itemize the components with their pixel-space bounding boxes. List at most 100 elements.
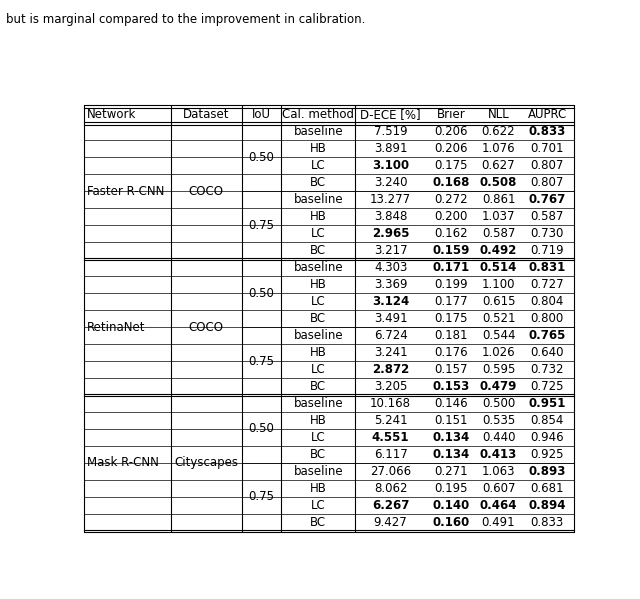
- Text: baseline: baseline: [293, 397, 343, 410]
- Text: 0.800: 0.800: [531, 312, 564, 325]
- Text: 1.100: 1.100: [482, 278, 515, 291]
- Text: 0.200: 0.200: [435, 210, 468, 223]
- Text: 3.491: 3.491: [374, 312, 408, 325]
- Text: 0.153: 0.153: [433, 380, 470, 393]
- Text: IoU: IoU: [252, 108, 271, 122]
- Text: 0.151: 0.151: [435, 414, 468, 427]
- Text: 0.175: 0.175: [435, 159, 468, 173]
- Text: 10.168: 10.168: [370, 397, 411, 410]
- Text: 0.854: 0.854: [531, 414, 564, 427]
- Text: 0.75: 0.75: [248, 491, 275, 503]
- Text: 0.162: 0.162: [435, 227, 468, 240]
- Text: 1.037: 1.037: [482, 210, 515, 223]
- Text: 0.951: 0.951: [529, 397, 566, 410]
- Text: 7.519: 7.519: [374, 125, 408, 138]
- Text: LC: LC: [311, 363, 326, 376]
- Text: 0.195: 0.195: [435, 482, 468, 495]
- Text: 3.217: 3.217: [374, 244, 408, 257]
- Text: 0.719: 0.719: [531, 244, 564, 257]
- Text: 0.272: 0.272: [435, 193, 468, 206]
- Text: 0.134: 0.134: [433, 431, 470, 444]
- Text: Cal. method: Cal. method: [282, 108, 354, 122]
- Text: 0.681: 0.681: [531, 482, 564, 495]
- Text: 0.176: 0.176: [435, 346, 468, 359]
- Text: COCO: COCO: [189, 320, 224, 334]
- Text: 3.240: 3.240: [374, 176, 407, 189]
- Text: 0.440: 0.440: [482, 431, 515, 444]
- Text: 0.627: 0.627: [482, 159, 515, 173]
- Text: 0.177: 0.177: [435, 295, 468, 308]
- Text: Cityscapes: Cityscapes: [174, 456, 238, 470]
- Text: 6.724: 6.724: [374, 329, 408, 342]
- Text: BC: BC: [310, 244, 326, 257]
- Text: 3.369: 3.369: [374, 278, 407, 291]
- Text: 13.277: 13.277: [370, 193, 411, 206]
- Text: NLL: NLL: [488, 108, 509, 122]
- Text: 1.076: 1.076: [482, 143, 515, 155]
- Text: Network: Network: [87, 108, 136, 122]
- Text: 3.241: 3.241: [374, 346, 408, 359]
- Text: 0.640: 0.640: [531, 346, 564, 359]
- Text: 0.159: 0.159: [433, 244, 470, 257]
- Text: 0.587: 0.587: [531, 210, 564, 223]
- Text: AUPRC: AUPRC: [527, 108, 567, 122]
- Text: 0.833: 0.833: [529, 125, 566, 138]
- Text: BC: BC: [310, 380, 326, 393]
- Text: 0.622: 0.622: [482, 125, 515, 138]
- Text: but is marginal compared to the improvement in calibration.: but is marginal compared to the improvem…: [6, 13, 366, 26]
- Text: 0.804: 0.804: [531, 295, 564, 308]
- Text: BC: BC: [310, 516, 326, 529]
- Text: 0.181: 0.181: [435, 329, 468, 342]
- Text: 5.241: 5.241: [374, 414, 408, 427]
- Text: 0.521: 0.521: [482, 312, 515, 325]
- Text: HB: HB: [310, 143, 326, 155]
- Text: 0.271: 0.271: [435, 465, 468, 478]
- Text: 0.492: 0.492: [480, 244, 517, 257]
- Text: baseline: baseline: [293, 125, 343, 138]
- Text: Brier: Brier: [436, 108, 465, 122]
- Text: RetinaNet: RetinaNet: [87, 320, 145, 334]
- Text: 0.807: 0.807: [531, 176, 564, 189]
- Text: 0.171: 0.171: [433, 261, 470, 274]
- Text: 0.464: 0.464: [480, 499, 517, 512]
- Text: BC: BC: [310, 448, 326, 461]
- Text: baseline: baseline: [293, 329, 343, 342]
- Text: Mask R-CNN: Mask R-CNN: [87, 456, 159, 470]
- Text: HB: HB: [310, 414, 326, 427]
- Text: 1.063: 1.063: [482, 465, 515, 478]
- Text: 0.514: 0.514: [480, 261, 517, 274]
- Text: HB: HB: [310, 278, 326, 291]
- Text: 0.75: 0.75: [248, 355, 275, 368]
- Text: LC: LC: [311, 227, 326, 240]
- Text: 0.479: 0.479: [480, 380, 517, 393]
- Text: Faster R-CNN: Faster R-CNN: [87, 185, 164, 198]
- Text: 0.725: 0.725: [531, 380, 564, 393]
- Text: 27.066: 27.066: [370, 465, 411, 478]
- Text: 0.160: 0.160: [433, 516, 470, 529]
- Text: 0.544: 0.544: [482, 329, 515, 342]
- Text: HB: HB: [310, 346, 326, 359]
- Text: 3.848: 3.848: [374, 210, 407, 223]
- Text: 0.765: 0.765: [529, 329, 566, 342]
- Text: 3.205: 3.205: [374, 380, 407, 393]
- Text: 0.50: 0.50: [249, 287, 275, 300]
- Text: 0.508: 0.508: [480, 176, 517, 189]
- Text: LC: LC: [311, 159, 326, 173]
- Text: 0.893: 0.893: [529, 465, 566, 478]
- Text: 0.807: 0.807: [531, 159, 564, 173]
- Text: 0.206: 0.206: [435, 125, 468, 138]
- Text: LC: LC: [311, 295, 326, 308]
- Text: 0.587: 0.587: [482, 227, 515, 240]
- Text: 0.140: 0.140: [433, 499, 470, 512]
- Text: 4.551: 4.551: [372, 431, 410, 444]
- Text: 0.206: 0.206: [435, 143, 468, 155]
- Text: 2.872: 2.872: [372, 363, 409, 376]
- Text: 3.891: 3.891: [374, 143, 407, 155]
- Text: 2.965: 2.965: [372, 227, 410, 240]
- Text: 0.491: 0.491: [482, 516, 515, 529]
- Text: 0.157: 0.157: [435, 363, 468, 376]
- Text: 0.615: 0.615: [482, 295, 515, 308]
- Text: 6.117: 6.117: [374, 448, 408, 461]
- Text: 0.168: 0.168: [433, 176, 470, 189]
- Text: Dataset: Dataset: [183, 108, 230, 122]
